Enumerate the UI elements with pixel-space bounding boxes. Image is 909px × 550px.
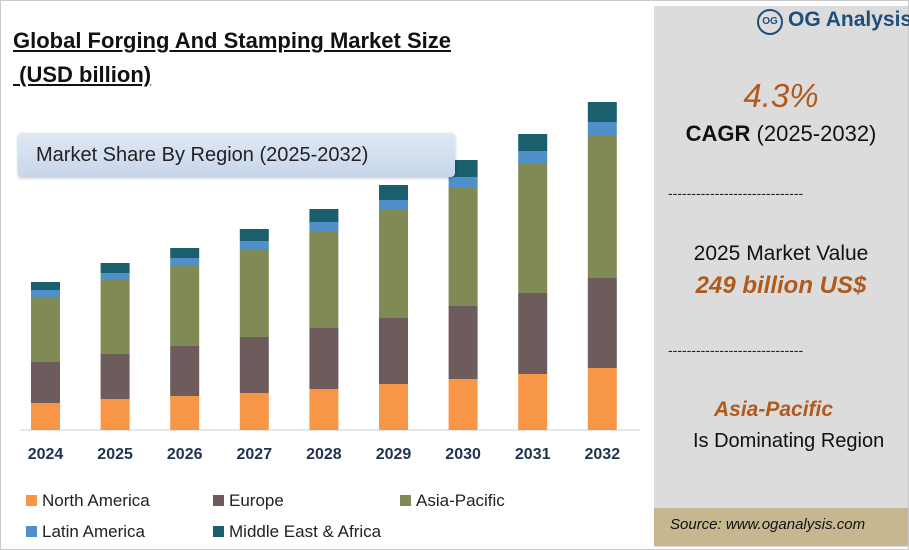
legend-swatch-mea <box>213 526 224 537</box>
title-line-2: (USD billion) <box>13 62 152 87</box>
x-tick-label-2029: 2029 <box>376 446 412 463</box>
bar-mea-2028 <box>309 209 339 222</box>
legend-swatch-asia-pacific <box>400 495 411 506</box>
bar-north-america-2031 <box>518 374 548 430</box>
legend-mea: Middle East & Africa <box>213 522 381 542</box>
bar-europe-2032 <box>587 278 617 368</box>
bar-europe-2030 <box>448 306 478 379</box>
legend-label-europe: Europe <box>229 491 284 510</box>
summary-panel <box>654 6 908 547</box>
x-tick-label-2032: 2032 <box>585 446 621 463</box>
legend-europe: Europe <box>213 491 284 511</box>
bar-mea-2027 <box>239 229 269 241</box>
dominating-region: Asia-Pacific <box>714 398 834 421</box>
bar-europe-2026 <box>170 346 200 396</box>
cagr-value: 4.3% <box>743 77 819 114</box>
bar-latin-america-2032 <box>587 122 617 136</box>
bar-north-america-2028 <box>309 389 339 430</box>
bar-north-america-2025 <box>100 399 130 430</box>
bar-latin-america-2030 <box>448 177 478 188</box>
bar-mea-2025 <box>100 263 130 273</box>
legend-label-asia-pacific: Asia-Pacific <box>416 491 505 510</box>
bar-group <box>31 102 617 430</box>
bar-europe-2029 <box>379 318 408 384</box>
bar-north-america-2026 <box>170 396 200 430</box>
bar-europe-2028 <box>309 328 339 389</box>
legend-swatch-north-america <box>26 495 37 506</box>
bar-latin-america-2024 <box>31 290 60 297</box>
bar-latin-america-2026 <box>170 258 200 265</box>
chart-subtitle-box: Market Share By Region (2025-2032) <box>18 133 455 177</box>
cagr-label-period: (2025-2032) <box>756 121 877 146</box>
og-logo-icon: OG <box>757 9 783 35</box>
bar-latin-america-2029 <box>379 200 408 210</box>
bar-europe-2031 <box>518 293 548 374</box>
title-line-1: Global Forging And Stamping Market Size <box>13 28 451 53</box>
x-tick-group: 2024 2025 2026 2027 2028 2029 2030 2031 2032 <box>28 446 620 463</box>
bar-asia-pacific-2029 <box>379 210 408 318</box>
bar-north-america-2027 <box>239 393 269 430</box>
bar-europe-2027 <box>239 337 269 393</box>
legend-label-mea: Middle East & Africa <box>229 522 382 541</box>
bar-latin-america-2031 <box>518 151 548 164</box>
bar-mea-2031 <box>518 134 548 151</box>
legend-latin-america: Latin America <box>26 522 145 542</box>
bar-mea-2029 <box>379 185 408 200</box>
bar-latin-america-2027 <box>239 241 269 250</box>
bar-asia-pacific-2032 <box>587 136 617 278</box>
x-tick-label-2027: 2027 <box>237 446 273 463</box>
dominating-label: Is Dominating Region <box>693 430 885 452</box>
source-bar: Source: www.oganalysis.com <box>654 508 908 546</box>
chart-subtitle: Market Share By Region (2025-2032) <box>36 144 369 166</box>
bar-mea-2030 <box>448 160 478 177</box>
bar-asia-pacific-2028 <box>309 231 339 328</box>
bar-asia-pacific-2031 <box>518 164 548 293</box>
bar-europe-2024 <box>31 362 60 403</box>
market-value-label: 2025 Market Value <box>693 242 869 265</box>
bar-asia-pacific-2027 <box>239 250 269 337</box>
x-tick-label-2030: 2030 <box>445 446 481 463</box>
bar-asia-pacific-2024 <box>31 297 60 362</box>
x-tick-label-2025: 2025 <box>97 446 133 463</box>
x-tick-label-2031: 2031 <box>515 446 551 463</box>
bar-north-america-2032 <box>587 368 617 430</box>
bar-mea-2032 <box>587 102 617 122</box>
logo-text: OG Analysis <box>788 8 909 31</box>
bar-north-america-2030 <box>448 379 478 430</box>
bar-europe-2025 <box>100 354 130 399</box>
divider-top: ----------------------------- <box>668 185 804 201</box>
divider-bottom: ----------------------------- <box>668 342 804 358</box>
legend-swatch-europe <box>213 495 224 506</box>
legend-label-north-america: North America <box>42 491 150 510</box>
bar-north-america-2029 <box>379 384 408 430</box>
bar-north-america-2024 <box>31 403 60 430</box>
x-tick-label-2028: 2028 <box>306 446 342 463</box>
bar-mea-2026 <box>170 248 200 258</box>
legend-swatch-latin-america <box>26 526 37 537</box>
market-value: 249 billion US$ <box>695 272 867 299</box>
chart-title: Global Forging And Stamping Market Size … <box>13 24 451 92</box>
source-text: Source: www.oganalysis.com <box>670 516 866 533</box>
bar-chart: 2024 2025 2026 2027 2028 2029 2030 2031 2032 <box>20 102 640 463</box>
legend-north-america: North America <box>26 491 150 511</box>
legend-label-latin-america: Latin America <box>42 522 145 541</box>
cagr-label-bold: CAGR <box>685 121 751 146</box>
x-tick-label-2026: 2026 <box>167 446 203 463</box>
legend-asia-pacific: Asia-Pacific <box>400 491 505 511</box>
bar-asia-pacific-2026 <box>170 265 200 346</box>
bar-asia-pacific-2030 <box>448 188 478 306</box>
bar-mea-2024 <box>31 282 60 290</box>
bar-latin-america-2028 <box>309 222 339 231</box>
bar-asia-pacific-2025 <box>100 280 130 354</box>
x-tick-label-2024: 2024 <box>28 446 64 463</box>
bar-latin-america-2025 <box>100 273 130 280</box>
cagr-label: CAGR (2025-2032) <box>654 121 908 147</box>
